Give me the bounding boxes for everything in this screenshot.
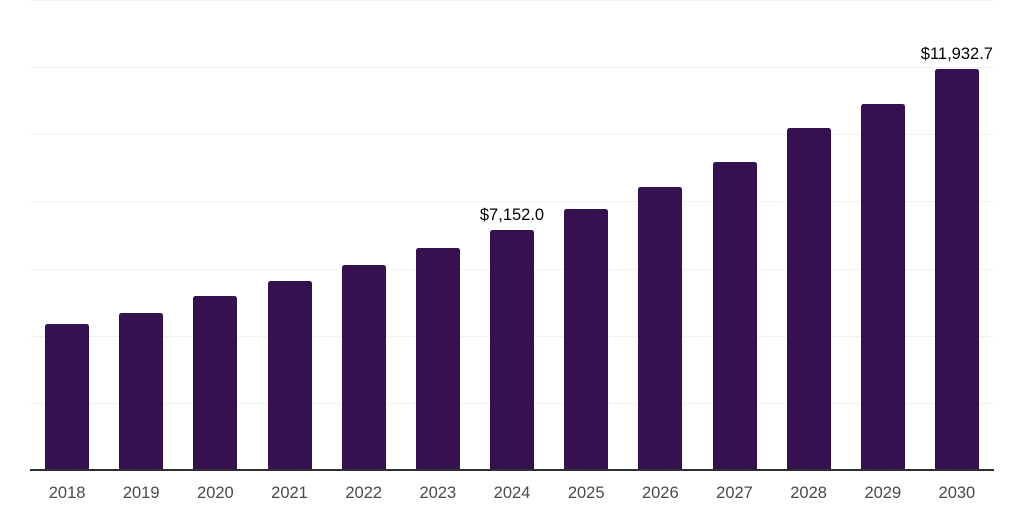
x-tick-label-2024: 2024 — [493, 484, 531, 502]
bar-2021[interactable] — [267, 281, 312, 470]
gridline — [30, 67, 994, 69]
x-tick-label-2029: 2029 — [864, 484, 902, 502]
x-tick-label-2025: 2025 — [567, 484, 605, 502]
x-tick-label-2023: 2023 — [419, 484, 457, 502]
x-tick-label-2019: 2019 — [122, 484, 160, 502]
bar-2026[interactable] — [638, 187, 683, 470]
gridline — [30, 0, 994, 1]
bar-2018[interactable] — [45, 324, 90, 470]
plot-area: $7,152.0 $11,932.7 — [30, 0, 994, 470]
x-tick-label-2028: 2028 — [790, 484, 827, 502]
bar-2027[interactable] — [712, 162, 757, 470]
bar-2030[interactable] — [934, 69, 979, 470]
x-tick-label-2020: 2020 — [197, 484, 234, 502]
x-axis-line — [30, 469, 994, 471]
x-tick-label-2027: 2027 — [716, 484, 753, 502]
x-axis-tick-labels: 2018 2019 2020 2021 2022 2023 2024 2025 2026 2027… — [30, 485, 994, 505]
value-label-2030: $11,932.7 — [920, 45, 993, 64]
x-tick-label-2026: 2026 — [641, 484, 679, 502]
x-tick-label-2022: 2022 — [345, 484, 383, 502]
bar-2019[interactable] — [119, 312, 164, 470]
bar-2022[interactable] — [341, 265, 386, 470]
bar-2023[interactable] — [415, 248, 460, 470]
bar-2024[interactable] — [490, 229, 534, 470]
gridline — [30, 134, 994, 136]
x-tick-label-2018: 2018 — [48, 484, 86, 502]
x-tick-label-2030: 2030 — [938, 484, 976, 502]
bar-2029[interactable] — [860, 103, 905, 470]
bar-2028[interactable] — [786, 127, 831, 470]
value-label-2024: $7,152.0 — [479, 205, 545, 224]
gridline — [30, 201, 994, 203]
bar-2020[interactable] — [193, 295, 238, 470]
x-tick-label-2021: 2021 — [271, 484, 308, 502]
bar-2025[interactable] — [564, 209, 609, 470]
